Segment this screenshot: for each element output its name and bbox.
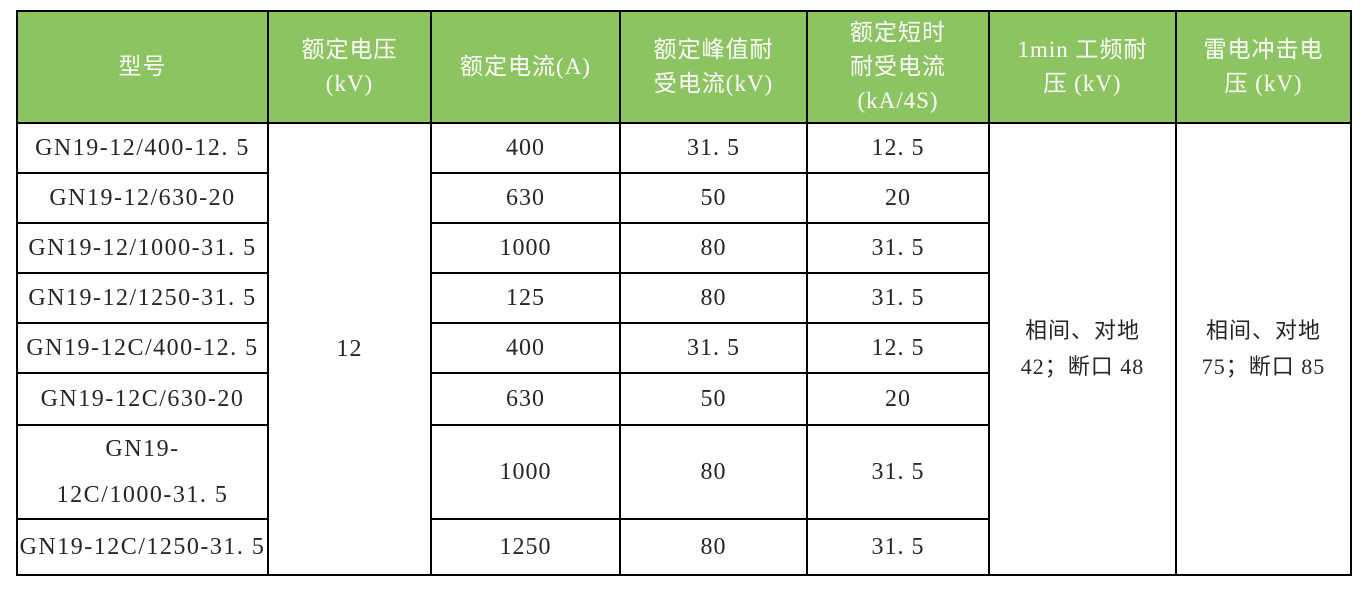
- current-cell: 1250: [430, 518, 621, 576]
- header-row: 型号 额定电压 (kV) 额定电流(A) 额定峰值耐 受电流(kV) 额定短时 …: [16, 10, 1352, 124]
- current-cell: 630: [430, 372, 621, 426]
- table-row: GN19-12C/1250-31. 5 1250 80 31. 5: [16, 518, 1351, 576]
- table-row: GN19-12/1000-31. 5 1000 80 31. 5: [16, 222, 1351, 274]
- table-row: GN19-12/1250-31. 5 125 80 31. 5: [16, 272, 1351, 324]
- model-cell: GN19-12/1250-31. 5: [16, 272, 269, 324]
- short-time-current-cell: 31. 5: [806, 272, 990, 324]
- header-lightning-impulse-voltage: 雷电冲击电 压 (kV): [1175, 10, 1352, 124]
- peak-current-cell: 80: [619, 272, 808, 324]
- peak-current-cell: 80: [619, 518, 808, 576]
- table-row: GN19-12C/630-20 630 50 20: [16, 372, 1351, 426]
- peak-current-cell: 31. 5: [619, 322, 808, 374]
- current-cell: 630: [430, 172, 621, 224]
- peak-current-cell: 50: [619, 172, 808, 224]
- peak-current-cell: 80: [619, 424, 808, 520]
- spec-table: 型号 额定电压 (kV) 额定电流(A) 额定峰值耐 受电流(kV) 额定短时 …: [16, 10, 1352, 576]
- current-cell: 400: [430, 322, 621, 374]
- table-row: GN19-12/400-12. 5 12 400 31. 5 12. 5 相间、…: [16, 122, 1352, 576]
- table-row: GN19-12C/400-12. 5 400 31. 5 12. 5: [16, 322, 1351, 374]
- header-peak-withstand-current: 额定峰值耐 受电流(kV): [619, 10, 808, 124]
- short-time-current-cell: 31. 5: [806, 518, 990, 576]
- table-row: GN19-12/630-20 630 50 20: [16, 172, 1351, 224]
- short-time-current-cell: 31. 5: [806, 424, 990, 520]
- header-model: 型号: [16, 10, 269, 124]
- lightning-impulse-merged-cell: 相间、对地 75；断口 85: [1175, 122, 1352, 576]
- model-cell: GN19- 12C/1000-31. 5: [16, 424, 269, 520]
- model-cell: GN19-12/1000-31. 5: [16, 222, 269, 274]
- header-power-frequency-withstand-voltage: 1min 工频耐 压 (kV): [988, 10, 1177, 124]
- header-rated-current: 额定电流(A): [430, 10, 621, 124]
- power-frequency-merged-cell: 相间、对地 42；断口 48: [988, 122, 1177, 576]
- peak-current-cell: 50: [619, 372, 808, 426]
- short-time-current-cell: 12. 5: [806, 122, 990, 174]
- short-time-current-cell: 20: [806, 372, 990, 426]
- header-rated-voltage: 额定电压 (kV): [267, 10, 432, 124]
- model-cell: GN19-12/400-12. 5: [16, 122, 269, 174]
- table-row: GN19- 12C/1000-31. 5 1000 80 31. 5: [16, 424, 1351, 520]
- rated-voltage-merged-cell: 12: [267, 122, 432, 576]
- model-cell: GN19-12C/630-20: [16, 372, 269, 426]
- model-cell: GN19-12/630-20: [16, 172, 269, 224]
- current-cell: 1000: [430, 424, 621, 520]
- current-cell: 125: [430, 272, 621, 324]
- peak-current-cell: 80: [619, 222, 808, 274]
- current-cell: 400: [430, 122, 621, 174]
- current-cell: 1000: [430, 222, 621, 274]
- model-cell: GN19-12C/400-12. 5: [16, 322, 269, 374]
- short-time-current-cell: 12. 5: [806, 322, 990, 374]
- peak-current-cell: 31. 5: [619, 122, 808, 174]
- short-time-current-cell: 20: [806, 172, 990, 224]
- short-time-current-cell: 31. 5: [806, 222, 990, 274]
- model-cell: GN19-12C/1250-31. 5: [16, 518, 269, 576]
- header-short-time-withstand-current: 额定短时 耐受电流 (kA/4S): [806, 10, 990, 124]
